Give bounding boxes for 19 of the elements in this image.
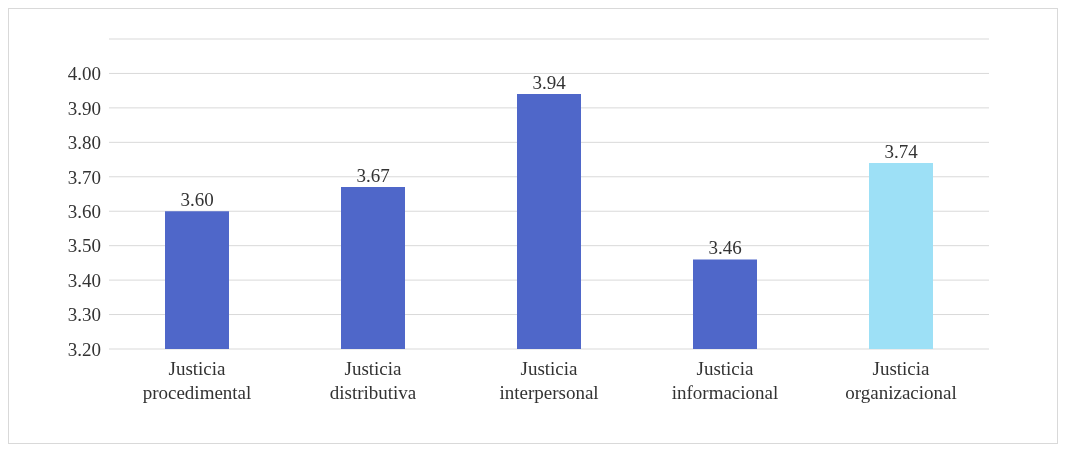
y-tick-label: 3.40 — [67, 269, 101, 291]
y-tick-label: 3.60 — [67, 200, 101, 222]
x-tick-label: Justicia informacional — [671, 358, 779, 403]
y-tick-label: 3.20 — [67, 338, 101, 360]
x-tick-label: Justicia distributiva — [329, 358, 417, 403]
x-tick-label: Justicia procedimental — [142, 358, 252, 403]
y-tick-label: 3.90 — [67, 97, 101, 119]
x-tick-label: Justicia organizacional — [845, 358, 957, 403]
y-tick-label: 3.30 — [67, 304, 101, 326]
y-tick-label: 3.80 — [67, 132, 101, 154]
data-label: 3.60 — [180, 189, 214, 211]
data-label: 3.67 — [356, 165, 390, 187]
x-tick-label: Justicia interpersonal — [499, 358, 599, 403]
y-tick-label: 3.70 — [67, 166, 101, 188]
data-label: 3.74 — [884, 141, 919, 162]
y-tick-label: 4.00 — [67, 63, 101, 85]
data-label: 3.46 — [708, 237, 742, 259]
y-tick-label: 3.50 — [67, 235, 101, 257]
data-label: 3.94 — [532, 72, 567, 94]
